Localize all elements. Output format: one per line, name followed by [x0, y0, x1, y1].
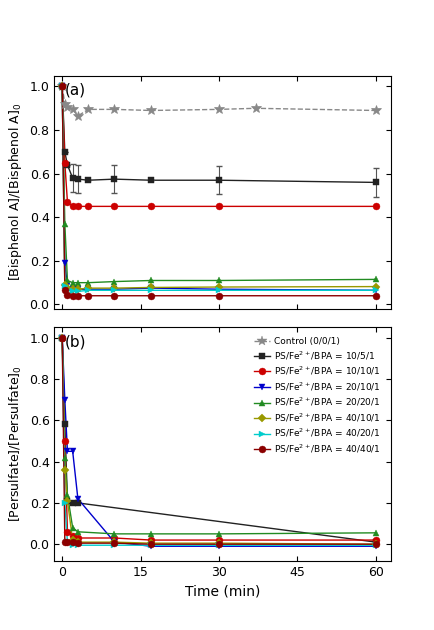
- Text: (b): (b): [64, 335, 86, 350]
- Y-axis label: [Bisphenol A]/[Bisphenol A]$_0$: [Bisphenol A]/[Bisphenol A]$_0$: [7, 103, 24, 282]
- Legend: Control (0/0/1), PS/Fe$^{2+}$/BPA = 10/5/1, PS/Fe$^{2+}$/BPA = 10/10/1, PS/Fe$^{: Control (0/0/1), PS/Fe$^{2+}$/BPA = 10/5…: [251, 335, 383, 457]
- Text: (a): (a): [64, 83, 85, 98]
- Y-axis label: [Persulfate]/[Persulfate]$_0$: [Persulfate]/[Persulfate]$_0$: [8, 366, 24, 522]
- X-axis label: Time (min): Time (min): [185, 584, 260, 598]
